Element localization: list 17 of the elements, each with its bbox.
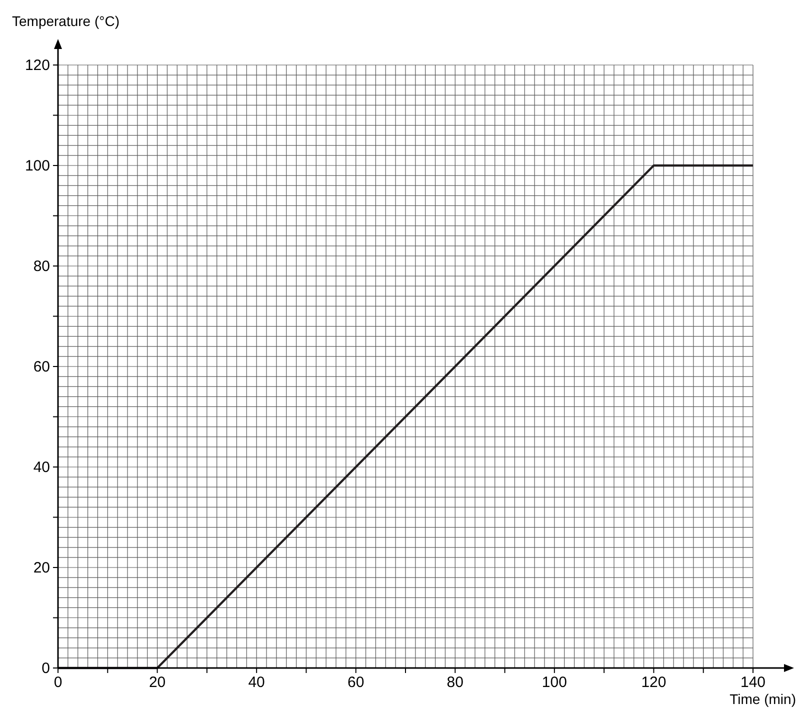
x-tick-label: 60 bbox=[348, 674, 364, 691]
x-tick-label: 20 bbox=[148, 674, 166, 691]
x-tick-label: 140 bbox=[740, 674, 766, 691]
y-tick-label: 20 bbox=[33, 560, 50, 576]
x-tick-label: 80 bbox=[446, 674, 464, 691]
y-tick-label: 40 bbox=[33, 459, 50, 476]
y-tick-label: 80 bbox=[33, 258, 50, 275]
x-tick-label: 0 bbox=[54, 674, 62, 691]
y-axis-title: Temperature (°C) bbox=[12, 13, 120, 29]
y-tick-label: 60 bbox=[33, 358, 50, 376]
x-tick-label: 40 bbox=[248, 674, 265, 691]
x-tick-label: 100 bbox=[542, 674, 567, 691]
x-axis-title: Time (min) bbox=[730, 691, 796, 707]
y-tick-label: 120 bbox=[24, 57, 50, 74]
y-tick-label: 100 bbox=[24, 158, 50, 174]
y-tick-label: 0 bbox=[42, 660, 50, 677]
x-tick-label: 120 bbox=[641, 674, 666, 691]
